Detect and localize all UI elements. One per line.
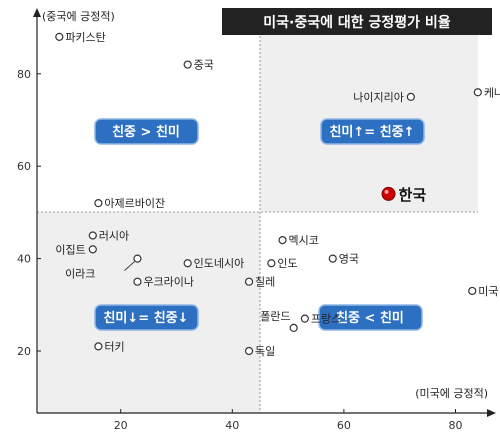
point-marker: [88, 245, 97, 254]
point-label: 나이지리아: [353, 91, 404, 104]
quadrant-badge-top-right: 친미↑= 친중↑: [320, 118, 425, 145]
point-marker: [278, 236, 287, 245]
point-label: 러시아: [99, 230, 129, 243]
highlight-point-shine: [384, 189, 389, 194]
point-label: 이집트: [55, 243, 85, 256]
point-label: 중국: [194, 59, 214, 72]
quadrant-badge-top-left: 친중 > 친미: [94, 118, 199, 145]
point-marker: [183, 259, 192, 268]
y-axis-title: (중국에 긍정적): [42, 10, 115, 23]
point-label: 인도: [277, 257, 297, 270]
point-marker: [300, 314, 309, 323]
point-marker: [244, 346, 254, 356]
point-label: 미국: [478, 285, 498, 298]
quadrant-label-bottom-right: 친중 < 친미: [336, 310, 404, 326]
highlight-point-marker: [381, 186, 396, 201]
quadrant-label-top-right: 친미↑= 친중↑: [329, 124, 414, 140]
point-marker: [406, 92, 415, 102]
y-tick-label: 60: [17, 160, 31, 173]
point-label: 독일: [255, 344, 275, 358]
x-tick-label: 60: [337, 419, 351, 432]
x-tick-label: 40: [225, 419, 239, 432]
point-marker: [267, 259, 276, 268]
point-marker: [133, 254, 142, 263]
x-tick-label: 20: [114, 419, 128, 432]
chart-title-box: [222, 8, 492, 35]
highlight-point-label: 한국: [399, 186, 427, 204]
point-label: 프랑스: [311, 313, 341, 326]
quadrant-badge-bottom-right: 친중 < 친미: [318, 304, 423, 331]
leader-line: [124, 261, 135, 271]
point-label: 인도네시아: [194, 257, 245, 270]
point-marker: [183, 60, 192, 69]
point-marker: [55, 32, 64, 41]
point-label: 멕시코: [289, 234, 319, 247]
point-marker: [94, 342, 103, 351]
point-marker: [473, 88, 482, 97]
point-label: 터키: [104, 340, 124, 353]
point-marker: [244, 277, 254, 286]
point-label: 케냐: [484, 86, 500, 99]
x-axis-arrow: [487, 409, 496, 417]
point-marker: [289, 323, 298, 332]
point-label: 폴란드: [260, 310, 290, 323]
y-axis-arrow: [33, 8, 41, 17]
quadrant-label-bottom-left: 친미↓= 친중↓: [103, 310, 188, 326]
point-label: 아제르바이잔: [104, 197, 165, 210]
point-label: 우크라이나: [143, 276, 194, 289]
point-marker: [468, 286, 477, 296]
point-marker: [94, 199, 103, 208]
point-label: 파키스탄: [65, 31, 105, 44]
quadrant-label-top-left: 친중 > 친미: [112, 124, 180, 140]
y-tick-label: 20: [17, 345, 31, 358]
chart-title: 미국·중국에 대한 긍정평가 비율: [263, 14, 450, 31]
quadrant-badge-bottom-left: 친미↓= 친중↓: [94, 304, 199, 331]
point-marker: [88, 231, 97, 240]
point-label: 영국: [339, 253, 359, 266]
x-tick-label: 80: [449, 419, 463, 432]
axis-ticks: 20 40 60 80 20 40 60 80: [17, 68, 463, 432]
point-label: 이라크: [65, 268, 95, 281]
point-marker: [328, 254, 337, 263]
x-axis-title: (미국에 긍정적): [415, 387, 488, 400]
point-marker: [133, 277, 142, 286]
y-tick-label: 40: [17, 253, 31, 266]
point-label: 칠레: [255, 276, 275, 289]
y-tick-label: 80: [17, 68, 31, 81]
